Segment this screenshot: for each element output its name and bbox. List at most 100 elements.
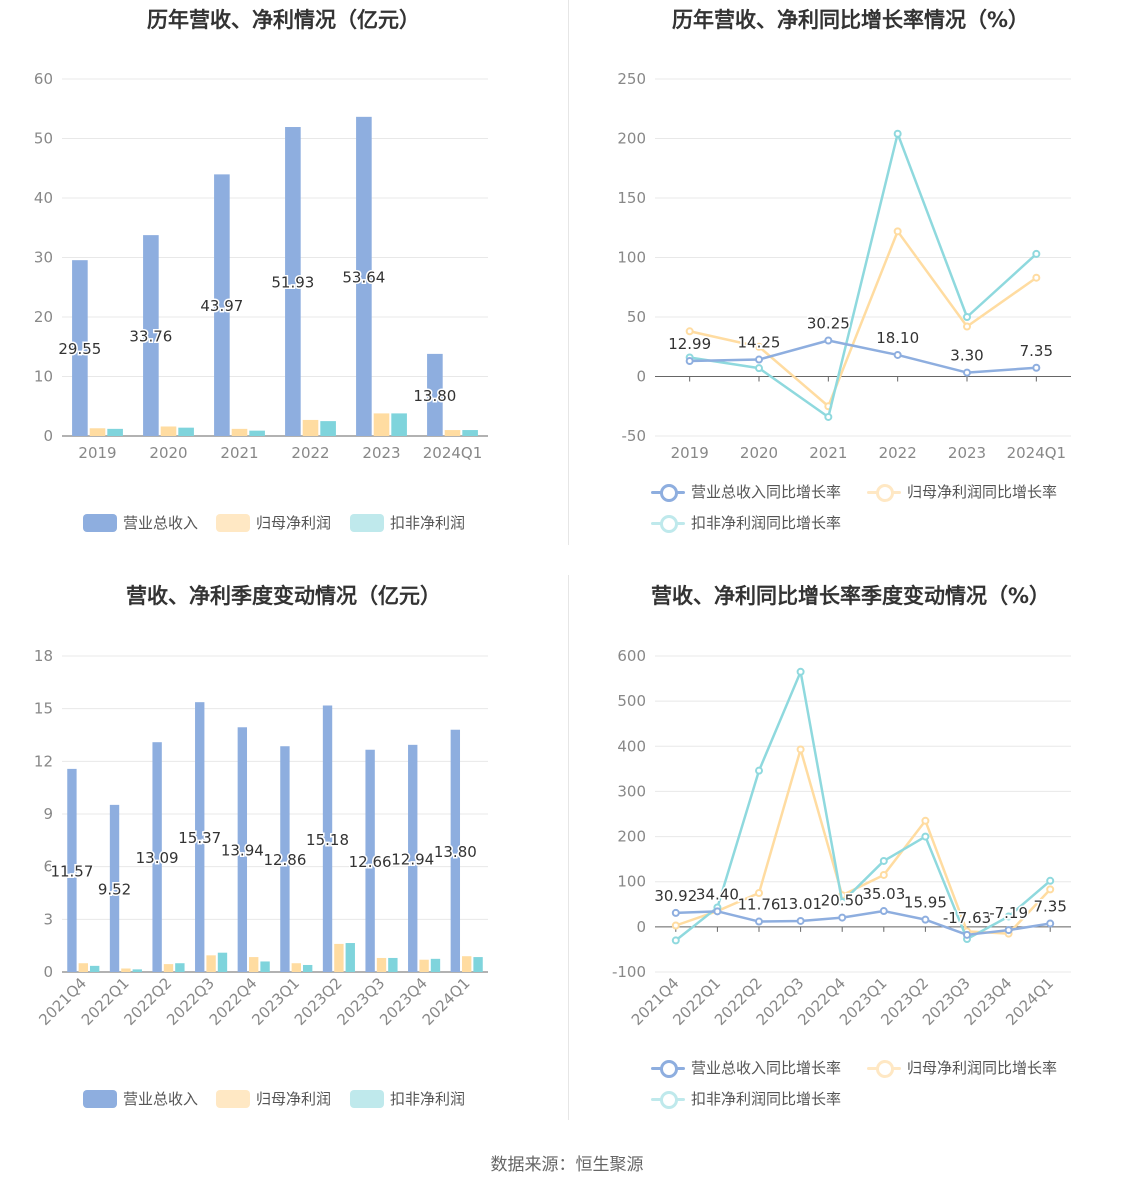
point-parent-growth (893, 227, 902, 236)
bar-deducted-profit (388, 957, 398, 972)
point-parent-growth (755, 342, 763, 351)
data-label: 33.76 (129, 328, 172, 346)
chart-title: 营收、净利同比增长率季度变动情况（%） (650, 584, 1051, 608)
bar-parent-profit (89, 428, 106, 436)
y-tick-label: 60 (34, 70, 53, 88)
y-tick-label: 500 (617, 692, 646, 710)
legend-label: 归母净利润 (256, 1090, 332, 1108)
bar-revenue (427, 353, 443, 436)
y-tick-label: 0 (43, 427, 53, 445)
legend-label: 营业总收入同比增长率 (691, 1059, 842, 1077)
legend-item-deducted-growth[interactable]: 扣非净利润同比增长率 (651, 512, 841, 533)
y-tick-label: -50 (622, 427, 647, 445)
x-tick-label: 2024Q1 (423, 444, 483, 462)
data-label: 30.92 (654, 887, 697, 905)
legend-line-icon (651, 1090, 685, 1109)
x-tick-label: 2023 (948, 444, 986, 462)
x-tick-label: 2019 (671, 444, 709, 462)
x-tick-label: 2021 (220, 444, 258, 462)
legend-item-revenue[interactable]: 营业总收入 (83, 1088, 198, 1109)
series-line-revenue-growth (675, 909, 1051, 937)
legend-swatch-parent-profit (216, 513, 250, 532)
legend-item-deducted-profit[interactable]: 扣非净利润 (350, 512, 465, 533)
legend-item-deducted-growth[interactable]: 扣非净利润同比增长率 (651, 1088, 841, 1109)
legend-item-revenue-growth[interactable]: 营业总收入同比增长率 (651, 1057, 841, 1078)
bar-deducted-profit (260, 961, 270, 972)
bar-parent-profit (291, 963, 301, 972)
legend-label: 扣非净利润 (390, 1090, 466, 1108)
y-tick-label: 0 (636, 368, 646, 386)
bar-parent-profit (462, 956, 472, 972)
point-deducted-growth (921, 832, 930, 841)
legend-item-parent-profit[interactable]: 归母净利润 (216, 512, 331, 533)
quarterly-revenue-profit-plot: 03691215182021Q42022Q12022Q22022Q32022Q4… (34, 647, 488, 1029)
legend-item-parent-profit[interactable]: 归母净利润 (216, 1088, 331, 1109)
point-revenue-growth (1032, 363, 1041, 372)
bar-deducted-profit (302, 964, 313, 972)
y-tick-label: 100 (617, 873, 646, 891)
point-revenue-growth (1046, 919, 1055, 928)
data-label: 7.35 (1033, 898, 1066, 916)
bar-parent-profit (160, 426, 177, 436)
bar-parent-profit (231, 428, 248, 436)
data-label: 15.95 (904, 894, 947, 912)
data-label: 43.97 (200, 297, 243, 315)
x-tick-label: 2020 (740, 444, 778, 462)
quarterly-revenue-profit-chart: 营收、净利季度变动情况（亿元） 0 3 6 9 12 15 18 2021Q4 2022Q1 20… (0, 576, 567, 1136)
data-label: 30.25 (807, 315, 850, 333)
y-tick-label: 200 (617, 130, 646, 148)
x-tick-label: 2021 (809, 444, 847, 462)
legend-label: 归母净利润同比增长率 (907, 483, 1058, 501)
point-parent-growth (685, 327, 694, 336)
point-revenue-growth (796, 916, 805, 925)
bar-revenue (237, 727, 248, 972)
y-tick-label: 100 (617, 249, 646, 267)
data-label: 34.40 (696, 885, 739, 903)
y-tick-label: 200 (617, 828, 646, 846)
point-revenue-growth (963, 368, 971, 377)
bar-parent-profit (334, 943, 344, 972)
bar-revenue (67, 768, 77, 972)
x-tick-label: 2022 (879, 444, 917, 462)
y-tick-label: 20 (34, 308, 53, 326)
bar-revenue (450, 729, 461, 972)
legend-item-deducted-profit[interactable]: 扣非净利润 (350, 1088, 465, 1109)
bar-deducted-profit (217, 952, 228, 972)
legend-item-parent-growth[interactable]: 归母净利润同比增长率 (867, 1057, 1057, 1078)
data-label: 13.80 (413, 387, 456, 405)
bar-revenue (408, 744, 418, 972)
panel-divider-bottom (568, 575, 569, 1120)
data-label: 12.86 (263, 851, 306, 869)
legend-item-revenue[interactable]: 营业总收入 (83, 512, 198, 533)
legend: 营业总收入 归母净利润 扣非净利润 (0, 0, 567, 560)
legend-line-icon (867, 1059, 901, 1078)
x-tick-label: 2024Q1 (1007, 444, 1067, 462)
point-parent-growth (963, 322, 971, 331)
bar-deducted-profit (249, 430, 265, 436)
legend-line-icon (651, 1059, 685, 1078)
point-revenue-growth (1004, 926, 1013, 935)
bar-revenue (109, 804, 120, 972)
data-label: 53.64 (342, 268, 385, 286)
bar-parent-profit (249, 957, 259, 972)
legend-swatch-revenue (83, 1089, 117, 1108)
bar-parent-profit (121, 968, 131, 972)
point-deducted-growth (796, 667, 805, 676)
legend-item-revenue-growth[interactable]: 营业总收入同比增长率 (651, 481, 841, 502)
point-deducted-growth (963, 313, 971, 321)
data-label: 13.01 (779, 895, 822, 913)
bar-deducted-profit (391, 413, 407, 436)
point-revenue-growth (713, 907, 722, 916)
series-line-revenue-growth (689, 339, 1037, 374)
series-line-parent-growth (689, 230, 1038, 408)
bar-parent-profit (444, 430, 461, 436)
bar-parent-profit (419, 959, 429, 972)
legend-item-parent-growth[interactable]: 归母净利润同比增长率 (867, 481, 1057, 502)
series-line-deducted-growth (689, 132, 1038, 419)
data-label: 9.52 (98, 880, 131, 898)
legend-swatch-revenue (83, 513, 117, 532)
point-parent-growth (921, 816, 930, 825)
quarterly-growth-rate-chart: 营收、净利同比增长率季度变动情况（%） -100 0 100 200 300 400 500… (567, 576, 1134, 1136)
bar-parent-profit (206, 955, 216, 972)
legend-line-icon (651, 483, 685, 502)
